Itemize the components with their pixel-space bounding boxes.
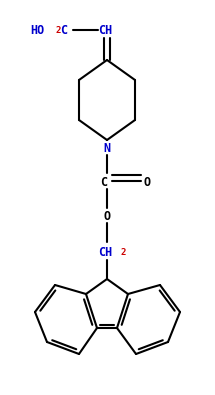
Text: O: O (143, 175, 150, 188)
Text: CH: CH (98, 246, 112, 258)
Text: 2: 2 (120, 248, 125, 256)
Text: C: C (100, 175, 107, 188)
Text: 2: 2 (55, 26, 60, 34)
Text: N: N (103, 141, 111, 154)
Text: CH: CH (98, 23, 112, 36)
Text: C: C (60, 23, 67, 36)
Text: O: O (103, 209, 111, 222)
Text: HO: HO (30, 23, 44, 36)
